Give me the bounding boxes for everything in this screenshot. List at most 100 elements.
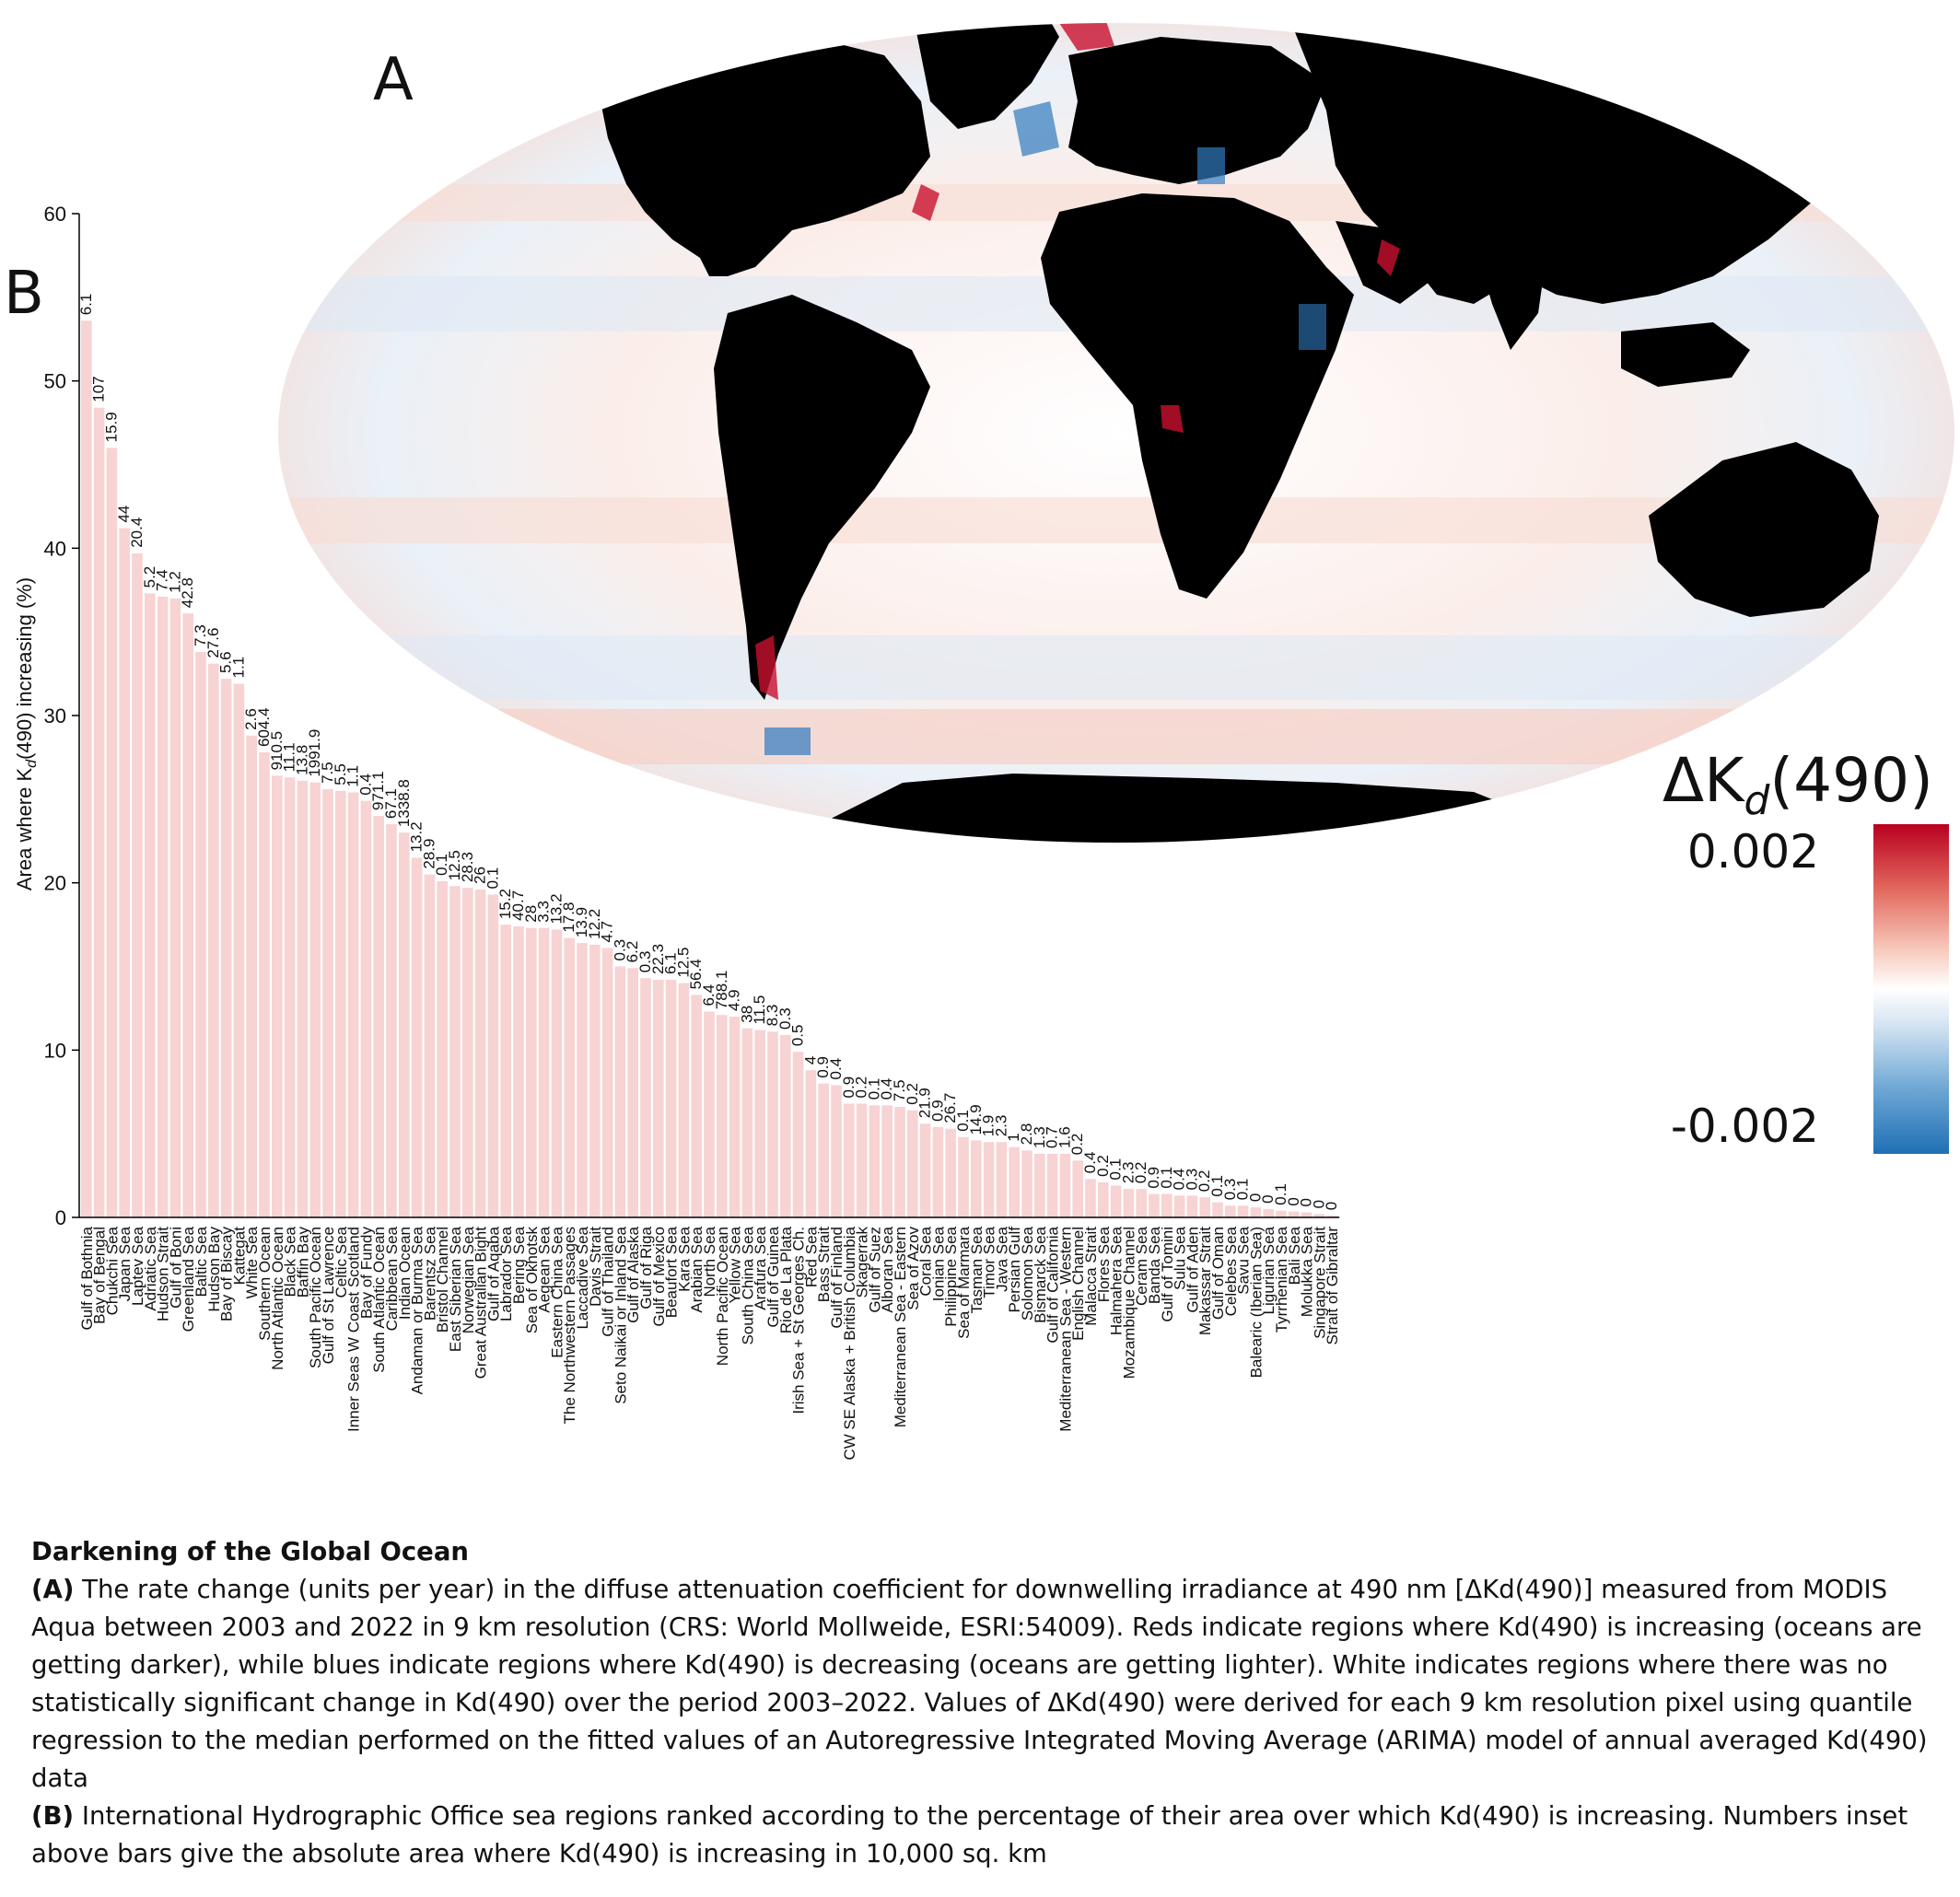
bar [627,968,638,1217]
bar [487,894,499,1217]
bar-value-label: 0.9 [840,1077,858,1099]
bar-value-label: 0 [1310,1200,1327,1208]
x-tick-label: North Sea [701,1226,718,1297]
x-tick-label: Black Sea [282,1226,299,1297]
bar-value-label: 1338.8 [395,779,413,827]
x-tick-label: Bristol Channel [434,1227,451,1333]
x-tick-label: Savu Sea [1235,1226,1253,1294]
bar-value-label: 7.5 [319,762,336,784]
bar-value-label: 28 [522,905,540,923]
bar-value-label: 17.8 [560,902,578,933]
bar [449,886,461,1217]
x-tick-label: Hudson Bay [205,1227,223,1312]
bar [1046,1153,1058,1217]
bar [335,790,346,1217]
x-tick-label: Gulf of Boni [167,1227,184,1309]
bar [856,1103,868,1217]
x-tick-label: Bismarck Sea [1032,1226,1049,1322]
bar-value-label: 2.3 [1119,1161,1137,1183]
x-tick-label: Banda Sea [1146,1226,1163,1304]
bar-value-label: 0.2 [853,1077,870,1099]
bar-value-label: 12.2 [586,909,603,939]
bar-value-label: 12.5 [446,850,463,880]
x-tick-label: Kara Sea [675,1226,693,1291]
bar [119,528,130,1217]
bar-value-label: 20.4 [128,518,146,548]
x-tick-label: South Atlantic Ocean [370,1227,388,1373]
bar-value-label: 4.9 [726,989,743,1011]
x-tick-label: Inner Seas W Coast Scotland [345,1227,363,1432]
bar [360,800,372,1217]
x-tick-label: Arafura Sea [752,1226,769,1309]
landmass-europe [1068,37,1326,184]
bar-value-labels: 6.110715.94420.45.27.41.242.87.327.65.61… [77,294,1340,1211]
bar [729,1017,741,1217]
bar [1072,1160,1083,1217]
y-tick-label: 60 [44,203,66,226]
bar-value-label: 28.3 [459,852,476,882]
bar-value-label: 0.2 [1132,1161,1149,1183]
x-tick-label: Sulu Sea [1172,1226,1189,1290]
x-tick-label: Ceram Sea [1133,1226,1150,1306]
figure-caption: Darkening of the Global Ocean (A) The ra… [31,1533,1938,1873]
coastal-increase-patch [912,184,939,221]
bar-value-label: 14.9 [967,1104,985,1135]
coastal-increase-patch [755,635,778,700]
x-tick-label: Bali Sea [1286,1226,1303,1285]
bar [1301,1212,1312,1217]
bar-value-label: 44 [115,506,133,523]
x-tick-label: Barentsz Sea [421,1226,438,1321]
bar [157,597,169,1217]
x-tick-label: Irish Sea + St Georges Ch. [790,1227,808,1414]
colorbar-title-subscript: d [1744,777,1770,824]
bar [971,1140,982,1217]
bar-value-label: 0.1 [1272,1183,1289,1205]
y-tick-label: 40 [44,537,66,560]
bar-value-label: 0.2 [1196,1170,1213,1193]
bar-value-label: 21.9 [916,1088,934,1118]
bar [272,775,283,1217]
bar-value-label: 27.6 [204,628,222,658]
bar-value-label: 13.8 [293,745,310,775]
bar-value-label: 12.5 [674,948,692,978]
bar [551,929,563,1217]
bar [691,995,702,1217]
bar-value-label: 910.5 [268,731,286,771]
bar-value-label: 15.9 [102,412,120,442]
x-tick-label: Chukchi Sea [103,1226,121,1315]
bar-value-label: 11.1 [281,742,298,772]
x-tick-label: Sea of Okhotsk [523,1227,541,1334]
x-tick-label: Bay of Fundy [357,1227,375,1320]
bar-value-label: 0.1 [1107,1158,1125,1181]
coastal-increase-patch [1796,55,1851,101]
bar [1123,1189,1135,1217]
bar [1225,1205,1236,1217]
bar-value-label: 788.1 [713,971,730,1010]
x-tick-label: Timor Sea [981,1226,998,1298]
y-tick-label: 10 [44,1039,66,1062]
x-tick-label: Southern Ocean [256,1227,274,1341]
bar-value-label: 1 [1005,1133,1022,1141]
x-tick-label: Skagerrak [854,1227,871,1298]
bar-value-label: 0.1 [484,867,501,890]
x-tick-label: Laccadive Sea [574,1226,591,1329]
bar [919,1123,931,1217]
bar [1085,1179,1096,1217]
bar [513,925,524,1217]
bar-value-label: 0 [1285,1197,1302,1205]
bar [1199,1197,1210,1217]
bar [894,1107,905,1217]
landmass-australia [1649,442,1879,617]
caption-tag-b: (B) [31,1801,75,1831]
ocean-band-light-blue [278,635,1953,700]
bar [844,1103,855,1217]
x-tick-label: Gulf of Tomini [1159,1227,1176,1322]
coastal-decrease-patch [764,727,811,755]
x-tick-label: Japan Sea [116,1226,134,1301]
bar-value-label: 15.2 [496,889,514,919]
x-tick-label: Baffin Bay [294,1227,311,1298]
bar [818,1083,829,1217]
bar [996,1142,1008,1217]
x-tick-label: South China Sea [739,1226,756,1344]
x-tick-label: Yellow Sea [727,1226,744,1303]
